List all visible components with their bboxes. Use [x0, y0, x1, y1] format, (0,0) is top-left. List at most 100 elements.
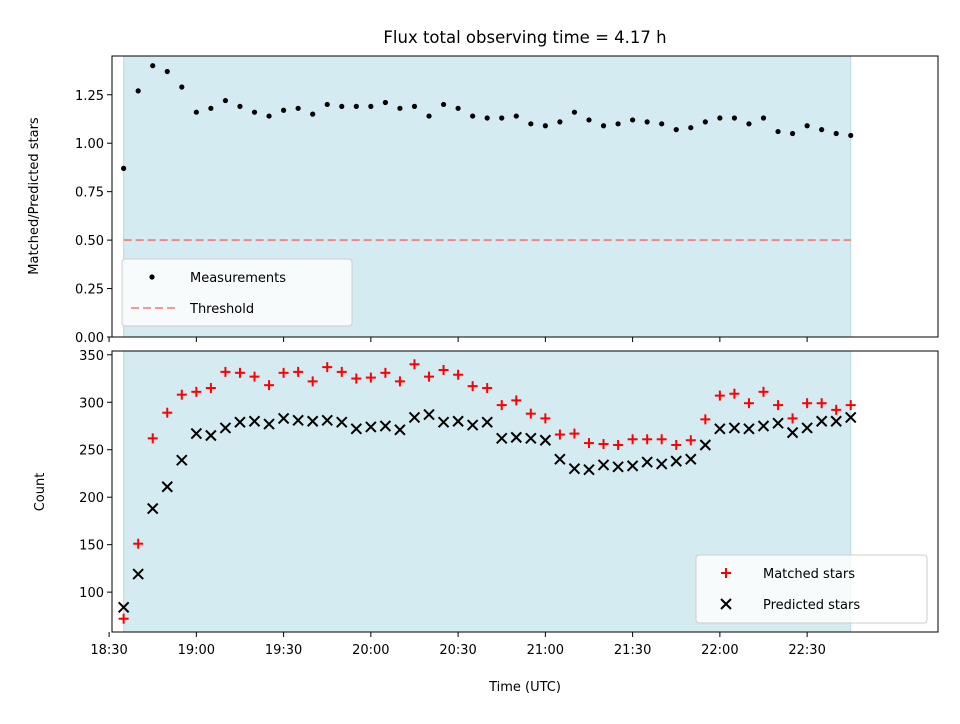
matched-star-point — [496, 400, 507, 411]
matched-star-point — [351, 373, 362, 384]
predicted-star-point — [568, 463, 581, 475]
matched-star-point — [278, 367, 289, 378]
matched-star-point — [249, 371, 260, 382]
measurement-point — [411, 103, 418, 109]
measurement-point — [324, 101, 330, 108]
matched-star-point — [540, 413, 551, 424]
ratio-y-tick-label: 0.50 — [75, 234, 104, 249]
measurement-point — [353, 103, 359, 109]
measurement-point — [310, 111, 316, 117]
measurement-point — [615, 121, 621, 127]
predicted-star-point — [219, 422, 232, 434]
time-x-tick-label: 21:30 — [614, 643, 651, 658]
predicted-star-point — [626, 460, 639, 472]
predicted-star-point — [190, 427, 203, 440]
counts-panel-frame — [111, 350, 939, 633]
ratio-y-tick-label: 0.00 — [75, 331, 104, 346]
predicted-star-point — [772, 417, 784, 429]
measurement-point — [208, 105, 214, 111]
measurement-point — [251, 109, 258, 115]
measurements-series — [121, 63, 854, 171]
matched-star-point — [453, 369, 464, 380]
measurement-point — [470, 113, 476, 119]
ratio-y-tick-label: 0.75 — [75, 186, 104, 201]
predicted-star-point — [132, 568, 144, 580]
time-x-tick-label: 19:30 — [265, 643, 302, 658]
predicted-star-point — [757, 420, 770, 432]
matched-star-point — [307, 376, 318, 387]
matched-star-point — [627, 434, 638, 445]
matched-star-point — [525, 408, 536, 419]
measurement-point — [557, 119, 563, 125]
matched-star-point — [758, 386, 769, 397]
time-x-tick-label: 20:30 — [439, 643, 476, 658]
legend-plus-glyph — [721, 568, 731, 578]
predicted-star-point — [306, 415, 319, 427]
ratio-y-tick-label: 0.25 — [75, 283, 104, 298]
predicted-star-point — [452, 415, 464, 427]
matched-star-point — [409, 359, 420, 370]
measurement-point — [833, 130, 839, 137]
ratio-panel: 0.00 0.25 0.50 0.75 1.00 1.25 Matched/Predict… — [27, 55, 939, 346]
measurement-point — [295, 105, 301, 111]
predicted-star-point — [554, 453, 566, 465]
measurement-point — [280, 107, 287, 113]
ratio-y-axis: 0.00 0.25 0.50 0.75 1.00 1.25 — [75, 89, 112, 346]
predicted-star-point — [597, 459, 610, 471]
predicted-star-point — [525, 432, 537, 445]
legend-label-threshold: Threshold — [189, 302, 254, 317]
measurement-point — [426, 113, 432, 119]
matched-star-point — [845, 400, 856, 411]
matched-star-point — [511, 395, 522, 406]
measurement-point — [237, 103, 243, 109]
measurement-point — [819, 127, 825, 133]
matched-star-point — [613, 439, 624, 450]
measurement-point — [528, 121, 534, 127]
matched-star-point — [176, 389, 187, 400]
count-y-tick-label: 350 — [79, 349, 104, 364]
predicted-star-point — [583, 463, 595, 476]
count-y-axis: 100 150 200 250 300 350 — [79, 349, 112, 601]
legend-label-measurements: Measurements — [190, 271, 286, 286]
measurement-point — [600, 123, 607, 129]
measurement-point — [339, 103, 345, 109]
measurement-point — [804, 123, 810, 129]
matched-star-point — [482, 383, 493, 394]
time-x-tick-label: 22:30 — [788, 643, 825, 658]
measurement-point — [266, 113, 272, 119]
matched-star-point — [293, 366, 304, 377]
count-y-tick-label: 100 — [79, 586, 104, 601]
measurement-point — [164, 68, 170, 75]
predicted-star-point — [161, 481, 173, 493]
measurement-point — [397, 105, 403, 111]
matched-star-point — [380, 367, 391, 378]
predicted-star-point — [147, 502, 159, 515]
ratio-y-axis-label: Matched/Predicted stars — [27, 117, 42, 275]
predicted-star-point — [321, 414, 333, 427]
count-y-axis-label: Count — [33, 473, 48, 512]
matched-star-point — [685, 435, 696, 446]
measurement-point — [673, 127, 679, 133]
predicted-star-point — [728, 422, 741, 434]
matched-star-point — [816, 398, 827, 409]
predicted-star-point — [277, 412, 290, 425]
ratio-panel-frame — [111, 55, 939, 338]
predicted-star-point — [641, 456, 653, 468]
matched-star-point — [583, 438, 594, 449]
predicted-star-point — [234, 416, 246, 428]
legend-marker-matched — [721, 568, 731, 578]
matched-star-point — [162, 407, 173, 418]
measurement-point — [775, 128, 781, 135]
count-y-tick-label: 300 — [79, 396, 104, 411]
matched-star-point — [147, 433, 158, 444]
predicted-star-point — [801, 422, 813, 434]
matched-star-point — [656, 434, 667, 445]
measurement-point — [484, 115, 490, 121]
measurement-point — [746, 121, 752, 127]
ratio-x-axis — [108, 337, 808, 342]
predicted-star-point — [510, 431, 522, 444]
measurement-point — [731, 115, 738, 121]
predicted-star-point — [365, 421, 377, 433]
matched-star-point — [322, 362, 333, 373]
counts-legend: Matched stars Predicted stars — [695, 554, 928, 624]
